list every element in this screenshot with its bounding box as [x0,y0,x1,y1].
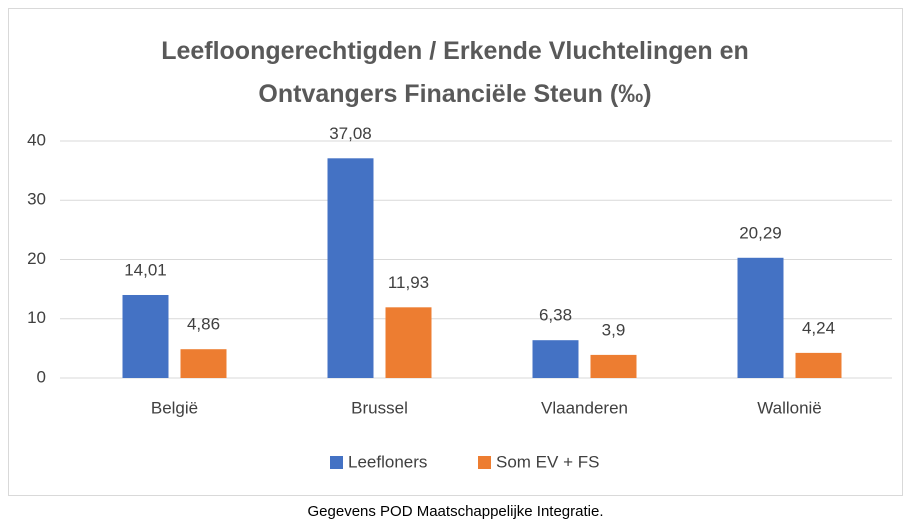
legend-label: Leefloners [348,452,427,471]
bar [122,294,169,378]
y-tick-label: 0 [37,367,46,386]
bar [385,307,432,378]
value-label: 11,93 [388,273,429,292]
value-label: 4,86 [187,315,220,334]
bar [795,352,842,378]
x-tick-label: België [151,398,198,417]
y-tick-label: 10 [27,308,46,327]
value-label: 4,24 [802,318,835,337]
x-tick-label: Brussel [351,398,408,417]
x-tick-label: Vlaanderen [541,398,628,417]
value-label: 20,29 [739,223,782,242]
bar [590,354,637,378]
value-label: 6,38 [539,306,572,325]
value-label: 14,01 [124,260,167,279]
bar [737,257,784,378]
legend-label: Som EV + FS [496,452,599,471]
legend-swatch [330,456,343,469]
legend-swatch [478,456,491,469]
chart-frame [8,8,903,496]
x-tick-label: Wallonië [757,398,822,417]
y-tick-label: 30 [27,190,46,209]
chart-title: Leefloongerechtigden / Erkende Vluchteli… [161,37,749,108]
caption: Gegevens POD Maatschappelijke Integratie… [307,503,604,520]
value-label: 37,08 [329,124,372,143]
y-tick-label: 40 [27,130,46,149]
bar [532,340,579,378]
y-tick-label: 20 [27,249,46,268]
bar [327,158,374,378]
value-label: 3,9 [602,320,626,339]
bar [180,349,227,378]
